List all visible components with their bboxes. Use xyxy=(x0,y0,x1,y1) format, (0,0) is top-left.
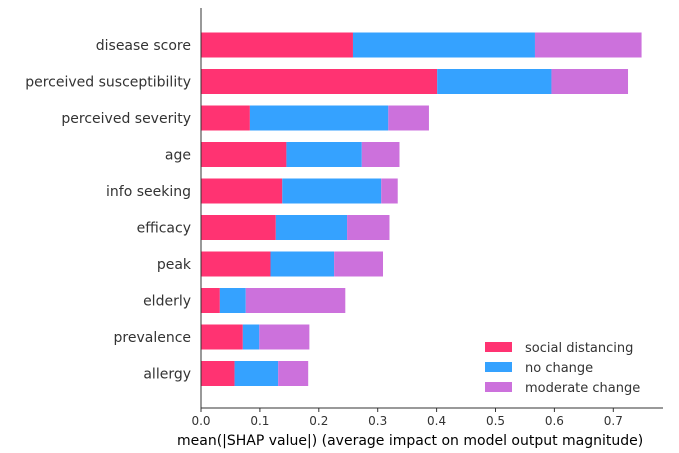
bar-age-series-1 xyxy=(286,142,362,167)
x-tick-label-6: 0.6 xyxy=(545,414,564,428)
y-label-elderly: elderly xyxy=(143,294,191,310)
x-axis-label: mean(|SHAP value|) (average impact on mo… xyxy=(177,433,643,449)
bar-info-seeking-series-0 xyxy=(201,178,283,204)
bar-peak-series-1 xyxy=(270,251,335,277)
y-labels-group: disease score perceived susceptibility per… xyxy=(25,38,192,383)
bar-elderly-series-0 xyxy=(201,288,220,313)
bar-perceived-severity-series-0 xyxy=(201,105,250,131)
bar-info-seeking-series-2 xyxy=(381,178,398,204)
legend-swatch-0 xyxy=(485,342,512,352)
x-ticks-group: 0.0 0.1 0.2 0.3 0.4 0.5 0.6 0.7 xyxy=(191,408,623,428)
bar-peak-series-0 xyxy=(201,251,271,277)
y-label-efficacy: efficacy xyxy=(137,221,191,237)
bar-prevalence-series-2 xyxy=(259,324,310,350)
bar-perceived-susceptibility-series-2 xyxy=(551,69,629,94)
x-tick-label-7: 0.7 xyxy=(604,414,623,428)
legend-label-0: social distancing xyxy=(525,341,633,356)
legend-label-1: no change xyxy=(525,361,593,376)
bar-elderly-series-2 xyxy=(245,288,346,313)
y-label-perceived-susceptibility: perceived susceptibility xyxy=(25,75,191,91)
bar-peak-series-2 xyxy=(334,251,384,277)
legend: social distancing no change moderate chang… xyxy=(485,341,640,396)
bar-prevalence-series-1 xyxy=(242,324,260,350)
bar-efficacy-series-0 xyxy=(201,215,276,240)
x-tick-label-5: 0.5 xyxy=(486,414,505,428)
bar-efficacy-series-1 xyxy=(275,215,348,240)
bar-prevalence-series-0 xyxy=(201,324,243,350)
bar-allergy-series-0 xyxy=(201,361,235,386)
bar-perceived-severity-series-2 xyxy=(388,105,429,131)
x-tick-label-0: 0.0 xyxy=(191,414,210,428)
x-tick-label-4: 0.4 xyxy=(427,414,446,428)
bar-elderly-series-1 xyxy=(219,288,246,313)
bar-perceived-susceptibility-series-1 xyxy=(437,69,552,94)
bar-disease-score-series-1 xyxy=(352,32,535,58)
bar-perceived-severity-series-1 xyxy=(249,105,389,131)
x-tick-label-2: 0.2 xyxy=(309,414,328,428)
bar-age-series-0 xyxy=(201,142,287,167)
bar-disease-score-series-2 xyxy=(534,32,642,58)
bar-allergy-series-2 xyxy=(278,361,309,386)
y-label-allergy: allergy xyxy=(143,367,191,383)
y-label-prevalence: prevalence xyxy=(114,330,192,346)
y-label-disease-score: disease score xyxy=(96,38,191,54)
bar-age-series-2 xyxy=(361,142,400,167)
bar-disease-score-series-0 xyxy=(201,32,353,58)
y-label-age: age xyxy=(165,148,191,164)
legend-swatch-1 xyxy=(485,362,512,372)
x-tick-label-3: 0.3 xyxy=(368,414,387,428)
bars-group xyxy=(201,32,642,386)
legend-label-2: moderate change xyxy=(525,381,640,396)
legend-swatch-2 xyxy=(485,382,512,392)
bar-efficacy-series-2 xyxy=(347,215,390,240)
x-tick-label-1: 0.1 xyxy=(250,414,269,428)
bar-info-seeking-series-1 xyxy=(282,178,382,204)
bar-allergy-series-1 xyxy=(234,361,279,386)
y-label-perceived-severity: perceived severity xyxy=(61,111,191,127)
y-label-info-seeking: info seeking xyxy=(106,184,191,200)
y-label-peak: peak xyxy=(157,257,192,273)
bar-perceived-susceptibility-series-0 xyxy=(201,69,438,94)
